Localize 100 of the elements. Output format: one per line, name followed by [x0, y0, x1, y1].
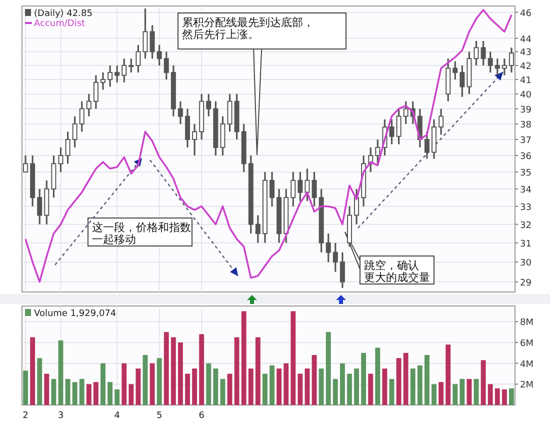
- bar: [290, 311, 296, 405]
- bar: [51, 378, 56, 405]
- candlestick: [389, 118, 394, 146]
- bar: [58, 340, 64, 405]
- candlestick: [403, 100, 408, 125]
- bar: [136, 368, 141, 405]
- candlestick: [164, 50, 169, 80]
- bar: [199, 334, 204, 405]
- candlestick: [480, 40, 486, 66]
- bar: [488, 384, 493, 405]
- candlestick: [156, 44, 162, 66]
- candlestick: [298, 171, 303, 202]
- y-tick-label: 31: [520, 239, 532, 250]
- bar: [156, 358, 162, 405]
- chart-title: (Daily) 42.85: [34, 9, 92, 19]
- chart-title: Volume 1,929,074: [34, 309, 116, 319]
- candlestick: [354, 188, 360, 226]
- bar: [241, 311, 246, 405]
- x-tick-label: 3: [58, 411, 64, 421]
- candlestick: [502, 58, 507, 76]
- bar: [361, 352, 366, 405]
- bar: [164, 332, 169, 405]
- bar: [170, 337, 176, 405]
- x-tick-label: 6: [198, 411, 205, 421]
- bar: [79, 378, 84, 405]
- legend-label: Accum/Dist: [34, 19, 86, 29]
- bar: [220, 378, 226, 405]
- bar: [432, 384, 436, 405]
- bar: [72, 382, 78, 405]
- bar: [93, 382, 98, 405]
- candlestick: [340, 252, 345, 289]
- y-tick-label: 43: [520, 48, 532, 58]
- candlestick: [206, 93, 212, 118]
- y-tick-label: 46: [520, 8, 532, 19]
- bar: [318, 368, 324, 405]
- candlestick: [438, 108, 444, 136]
- x-tick-label: 4: [114, 411, 120, 421]
- candlestick: [304, 168, 310, 202]
- candlestick: [37, 188, 42, 226]
- bar: [150, 363, 155, 405]
- x-tick-label: 5: [156, 411, 162, 421]
- candlestick: [114, 64, 120, 84]
- bar: [192, 368, 198, 405]
- bar: [417, 365, 422, 405]
- y-tick-label: 2M: [520, 380, 534, 391]
- candlestick: [474, 40, 479, 66]
- candlestick: [100, 72, 106, 90]
- bar: [382, 368, 388, 405]
- candlestick: [192, 123, 198, 156]
- bar: [44, 374, 50, 405]
- bar: [502, 389, 507, 405]
- y-tick-label: 38: [520, 120, 532, 130]
- candlestick: [290, 171, 296, 208]
- bar: [108, 382, 112, 405]
- y-tick-label: 35: [520, 168, 532, 178]
- bar: [494, 388, 500, 405]
- candlestick: [178, 100, 183, 125]
- line-series: [24, 8, 512, 283]
- candlestick: [255, 214, 260, 244]
- bar: [326, 332, 331, 405]
- y-tick-label: 41: [520, 76, 532, 86]
- bar: [227, 374, 232, 405]
- bar: [509, 388, 514, 405]
- bar: [332, 378, 338, 405]
- bar: [23, 370, 28, 405]
- y-tick-label: 37: [520, 136, 532, 146]
- candlestick: [122, 58, 127, 84]
- candlestick: [494, 58, 500, 76]
- bar: [298, 374, 303, 405]
- candlestick: [312, 171, 317, 208]
- candlestick: [220, 115, 226, 156]
- bar: [396, 358, 402, 405]
- bar: [262, 374, 268, 405]
- bar: [304, 368, 310, 405]
- bar: [368, 374, 374, 405]
- bar: [276, 368, 282, 405]
- y-tick-label: 32: [520, 220, 532, 231]
- bar: [403, 352, 408, 405]
- y-tick-label: 44: [520, 34, 532, 45]
- candlestick: [326, 232, 331, 263]
- bar: [375, 348, 380, 405]
- bar: [30, 337, 36, 405]
- bar: [234, 337, 240, 405]
- candlestick: [270, 171, 275, 208]
- bar: [460, 378, 465, 405]
- candlestick: [452, 60, 458, 80]
- bar: [248, 368, 254, 405]
- bar: [114, 389, 120, 405]
- candlestick: [65, 130, 70, 164]
- candlestick: [72, 115, 78, 148]
- bar: [354, 368, 359, 405]
- y-tick-label: 36: [520, 152, 532, 162]
- y-tick-label: 33: [520, 202, 532, 213]
- bar: [65, 378, 70, 405]
- candlestick: [227, 93, 232, 132]
- candlestick: [58, 146, 64, 173]
- y-tick-label: 39: [520, 105, 532, 116]
- bar: [474, 378, 479, 405]
- candlestick: [375, 138, 380, 164]
- candlestick: [93, 74, 98, 110]
